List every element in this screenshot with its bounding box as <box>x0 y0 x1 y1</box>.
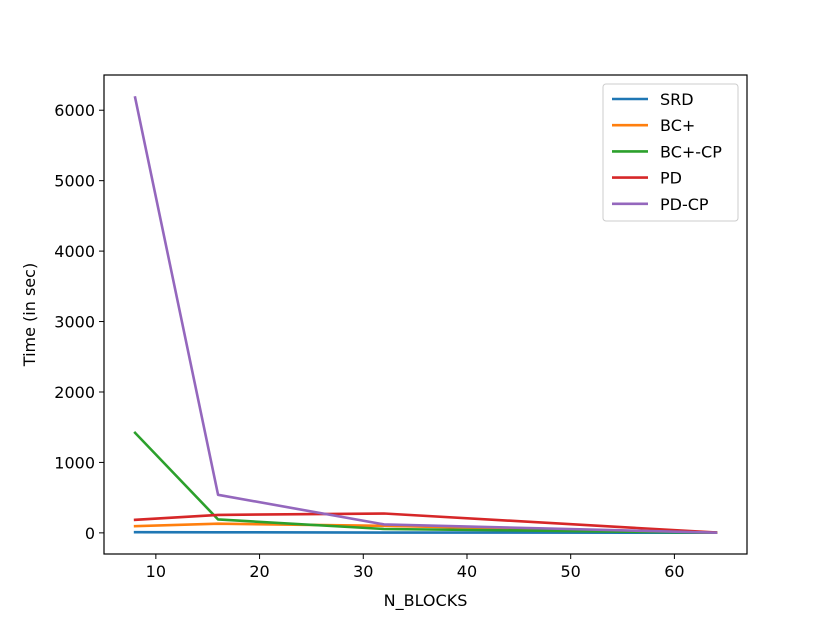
legend: SRD BC+ BC+-CP PD PD-CP <box>602 83 739 222</box>
legend-label-bc-: BC+ <box>660 116 695 135</box>
legend-box <box>602 83 739 222</box>
x-tick-label: 30 <box>353 562 373 581</box>
y-tick-label: 6000 <box>54 101 95 120</box>
series-line-bc-cp <box>133 431 718 534</box>
x-tick-label: 40 <box>457 562 477 581</box>
axes-layer: 10 20 30 40 50 60 0 1000 2000 3000 4000 5000 6000 N_B… <box>20 74 748 611</box>
legend-label-srd: SRD <box>660 90 694 109</box>
x-tick-label: 50 <box>561 562 581 581</box>
y-tick-label: 0 <box>85 524 95 543</box>
x-tick-label: 60 <box>664 562 684 581</box>
legend-label-bc-cp: BC+-CP <box>660 142 722 161</box>
series-layer <box>133 96 718 535</box>
x-axis-label: N_BLOCKS <box>384 591 468 611</box>
y-tick-label: 1000 <box>54 453 95 472</box>
y-tick-label: 5000 <box>54 172 95 191</box>
legend-label-pd-cp: PD-CP <box>660 195 709 214</box>
y-tick-label: 2000 <box>54 383 95 402</box>
series-line-pd-cp <box>133 96 718 534</box>
x-tick-label: 20 <box>249 562 269 581</box>
y-axis-label: Time (in sec) <box>20 263 39 367</box>
x-tick-label: 10 <box>146 562 166 581</box>
legend-label-pd: PD <box>660 169 682 188</box>
plot-frame <box>103 74 748 555</box>
y-tick-label: 4000 <box>54 242 95 261</box>
series-line-srd <box>133 530 718 535</box>
series-line-pd <box>133 512 718 534</box>
y-tick-label: 3000 <box>54 313 95 332</box>
